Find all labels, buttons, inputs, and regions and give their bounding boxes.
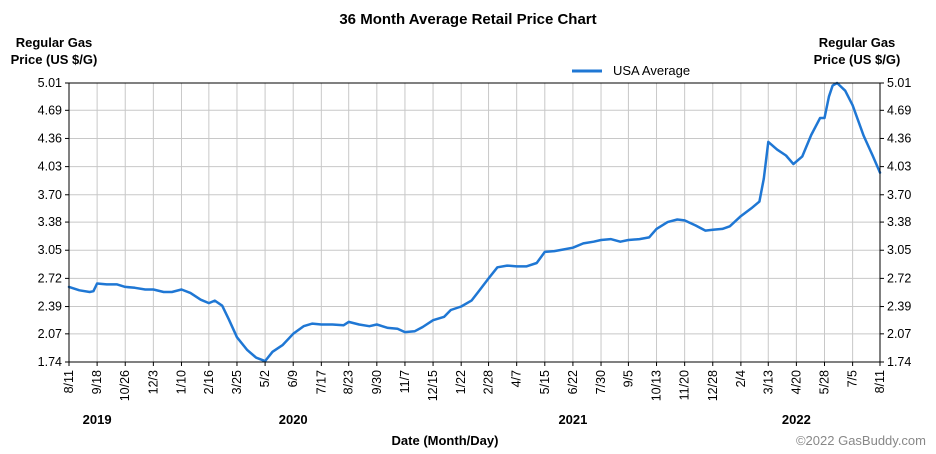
x-tick-label: 9/30 <box>370 370 384 394</box>
y-axis-label-right-line1: Regular Gas <box>819 35 896 50</box>
y-tick-label-right: 2.39 <box>887 300 911 314</box>
x-tick-label: 8/11 <box>62 370 76 393</box>
copyright-text: ©2022 GasBuddy.com <box>796 433 926 448</box>
y-tick-label-left: 4.36 <box>38 131 62 145</box>
legend-label: USA Average <box>613 63 690 78</box>
x-tick-label: 1/10 <box>174 370 188 394</box>
year-label: 2022 <box>782 412 811 427</box>
series-lines <box>67 81 882 363</box>
y-tick-label-left: 1.74 <box>38 355 62 369</box>
x-tick-label: 11/7 <box>398 370 412 393</box>
x-tick-label: 11/20 <box>678 370 692 400</box>
x-tick-label: 5/15 <box>538 370 552 394</box>
x-tick-label: 9/5 <box>621 370 635 387</box>
x-tick-label: 2/16 <box>202 370 216 394</box>
y-tick-labels: 5.01 5.01 4.69 4.69 4.36 4.36 4.03 4.03 3.70 3.70… <box>38 76 912 369</box>
x-tick-label: 12/15 <box>426 370 440 401</box>
series-line-usa-average <box>67 81 882 363</box>
y-tick-label-left: 4.69 <box>38 103 62 117</box>
x-tick-label: 10/13 <box>650 370 664 401</box>
year-label: 2019 <box>83 412 112 427</box>
y-tick-label-left: 2.39 <box>38 300 62 314</box>
y-tick-label-left: 4.03 <box>38 160 62 174</box>
x-tick-label: 8/11 <box>873 370 887 393</box>
y-tick-label-left: 2.07 <box>38 327 62 341</box>
x-tick-label: 2/4 <box>734 370 748 387</box>
y-axis-label-left-line1: Regular Gas <box>16 35 93 50</box>
y-tick-label-right: 4.03 <box>887 160 911 174</box>
x-tick-label: 7/17 <box>314 370 328 394</box>
year-label: 2020 <box>279 412 308 427</box>
x-tick-label: 7/30 <box>594 370 608 394</box>
y-tick-label-left: 5.01 <box>38 76 62 90</box>
y-axis-label-right-line2: Price (US $/G) <box>814 52 901 67</box>
y-tick-label-left: 3.05 <box>38 243 62 257</box>
x-tick-label: 10/26 <box>118 370 132 401</box>
y-tick-label-right: 1.74 <box>887 355 911 369</box>
x-tick-label: 4/20 <box>789 370 803 394</box>
y-tick-label-right: 4.69 <box>887 103 911 117</box>
x-tick-label: 12/3 <box>146 370 160 394</box>
x-tick-label: 8/23 <box>342 370 356 394</box>
y-tick-label-right: 2.07 <box>887 327 911 341</box>
y-tick-label-left: 2.72 <box>38 271 62 285</box>
y-axis-label-left-line2: Price (US $/G) <box>11 52 98 67</box>
x-tick-label: 9/18 <box>90 370 104 394</box>
y-tick-label-right: 3.05 <box>887 243 911 257</box>
year-labels: 2019 2020 2021 2022 <box>83 412 811 427</box>
y-tick-label-right: 5.01 <box>887 76 911 90</box>
x-tick-label: 1/22 <box>454 370 468 394</box>
x-tick-label: 6/22 <box>566 370 580 394</box>
x-tick-label: 6/9 <box>286 370 300 387</box>
x-tick-label: 7/5 <box>846 370 860 387</box>
y-tick-label-right: 4.36 <box>887 131 911 145</box>
y-tick-label-left: 3.70 <box>38 188 62 202</box>
year-label: 2021 <box>558 412 587 427</box>
y-tick-label-right: 2.72 <box>887 271 911 285</box>
y-tick-label-left: 3.38 <box>38 215 62 229</box>
x-tick-label: 2/28 <box>482 370 496 394</box>
x-axis-label: Date (Month/Day) <box>392 433 499 448</box>
x-tick-label: 3/25 <box>230 370 244 394</box>
x-tick-label: 5/2 <box>258 370 272 387</box>
plot-border <box>68 82 881 363</box>
y-tick-label-right: 3.70 <box>887 188 911 202</box>
x-tick-label: 3/13 <box>761 370 775 394</box>
x-tick-label: 4/7 <box>510 370 524 387</box>
y-tick-label-right: 3.38 <box>887 215 911 229</box>
x-tick-label: 12/28 <box>706 370 720 401</box>
chart-title: 36 Month Average Retail Price Chart <box>339 11 596 28</box>
x-tick-label: 5/28 <box>818 370 832 394</box>
x-tick-labels: 8/11 9/18 10/26 12/3 1/10 2/16 3/25 5/2 6/9 7/17 8… <box>62 370 887 401</box>
